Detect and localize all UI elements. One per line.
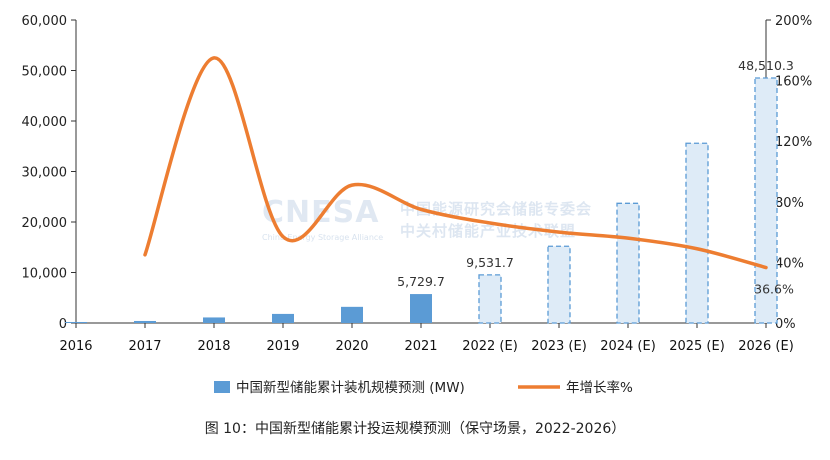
x-tick-label: 2019 bbox=[266, 339, 299, 354]
watermark: CNESA 中国能源研究会储能专委会 中关村储能产业技术联盟 China Ene… bbox=[262, 195, 592, 242]
line-data-label: 36.6% bbox=[754, 282, 794, 297]
x-tick-label: 2026 (E) bbox=[738, 339, 794, 354]
y-right-tick-label: 120% bbox=[775, 135, 812, 150]
legend-label-bar: 中国新型储能累计装机规模预测 (MW) bbox=[236, 380, 465, 396]
bar bbox=[478, 274, 502, 324]
y-left-tick-label: 30,000 bbox=[22, 166, 68, 181]
watermark-brand: CNESA bbox=[262, 195, 379, 230]
bar bbox=[65, 321, 87, 323]
x-tick-label: 2018 bbox=[197, 339, 230, 354]
chart: CNESA 中国能源研究会储能专委会 中关村储能产业技术联盟 China Ene… bbox=[22, 14, 813, 396]
y-right-tick-label: 0% bbox=[775, 317, 796, 332]
x-tick-label: 2025 (E) bbox=[669, 339, 725, 354]
bar bbox=[616, 202, 640, 324]
y-left-tick-label: 0 bbox=[59, 317, 67, 332]
y-left-tick-label: 60,000 bbox=[22, 14, 68, 29]
bar bbox=[754, 77, 778, 324]
x-tick-label: 2016 bbox=[59, 339, 92, 354]
x-tick-label: 2024 (E) bbox=[600, 339, 656, 354]
watermark-en: China Energy Storage Alliance bbox=[262, 233, 383, 242]
y-left-tick-label: 40,000 bbox=[22, 115, 68, 130]
y-right-tick-label: 200% bbox=[775, 14, 812, 29]
axes: 0 10,000 20,000 30,000 40,000 50,000 60,000 0% 4… bbox=[22, 14, 813, 354]
bar-data-label: 9,531.7 bbox=[466, 255, 514, 270]
x-tick-label: 2023 (E) bbox=[531, 339, 587, 354]
legend-swatch-bar bbox=[214, 381, 230, 393]
line-series bbox=[143, 56, 768, 270]
bar bbox=[341, 306, 363, 323]
legend: 中国新型储能累计装机规模预测 (MW) 年增长率% bbox=[214, 379, 633, 396]
y-left-tick-label: 10,000 bbox=[22, 267, 68, 282]
bar bbox=[410, 294, 432, 323]
bar-data-label: 48,510.3 bbox=[738, 58, 794, 73]
y-right-tick-label: 160% bbox=[775, 75, 812, 90]
bar bbox=[547, 245, 571, 324]
x-tick-label: 2022 (E) bbox=[462, 339, 518, 354]
growth-rate-line bbox=[143, 56, 768, 270]
figure-caption: 图 10：中国新型储能累计投运规模预测（保守场景，2022-2026） bbox=[204, 421, 626, 437]
watermark-cn-line2: 中关村储能产业技术联盟 bbox=[400, 222, 576, 240]
x-tick-label: 2021 bbox=[404, 339, 437, 354]
y-left-tick-label: 20,000 bbox=[22, 216, 68, 231]
x-tick-label: 2020 bbox=[335, 339, 368, 354]
data-labels: 5,729.7 9,531.7 48,510.3 36.6% bbox=[397, 58, 794, 297]
bar bbox=[203, 317, 225, 323]
y-left-tick-label: 50,000 bbox=[22, 65, 68, 80]
bar bbox=[272, 313, 294, 323]
bar bbox=[685, 142, 709, 324]
y-right-tick-label: 40% bbox=[775, 256, 804, 271]
bar bbox=[134, 320, 156, 323]
bar-series bbox=[65, 77, 778, 324]
y-right-tick-label: 80% bbox=[775, 196, 804, 211]
x-tick-label: 2017 bbox=[128, 339, 161, 354]
bar-data-label: 5,729.7 bbox=[397, 274, 445, 289]
watermark-cn-line1: 中国能源研究会储能专委会 bbox=[400, 200, 592, 218]
legend-label-line: 年增长率% bbox=[566, 379, 633, 396]
